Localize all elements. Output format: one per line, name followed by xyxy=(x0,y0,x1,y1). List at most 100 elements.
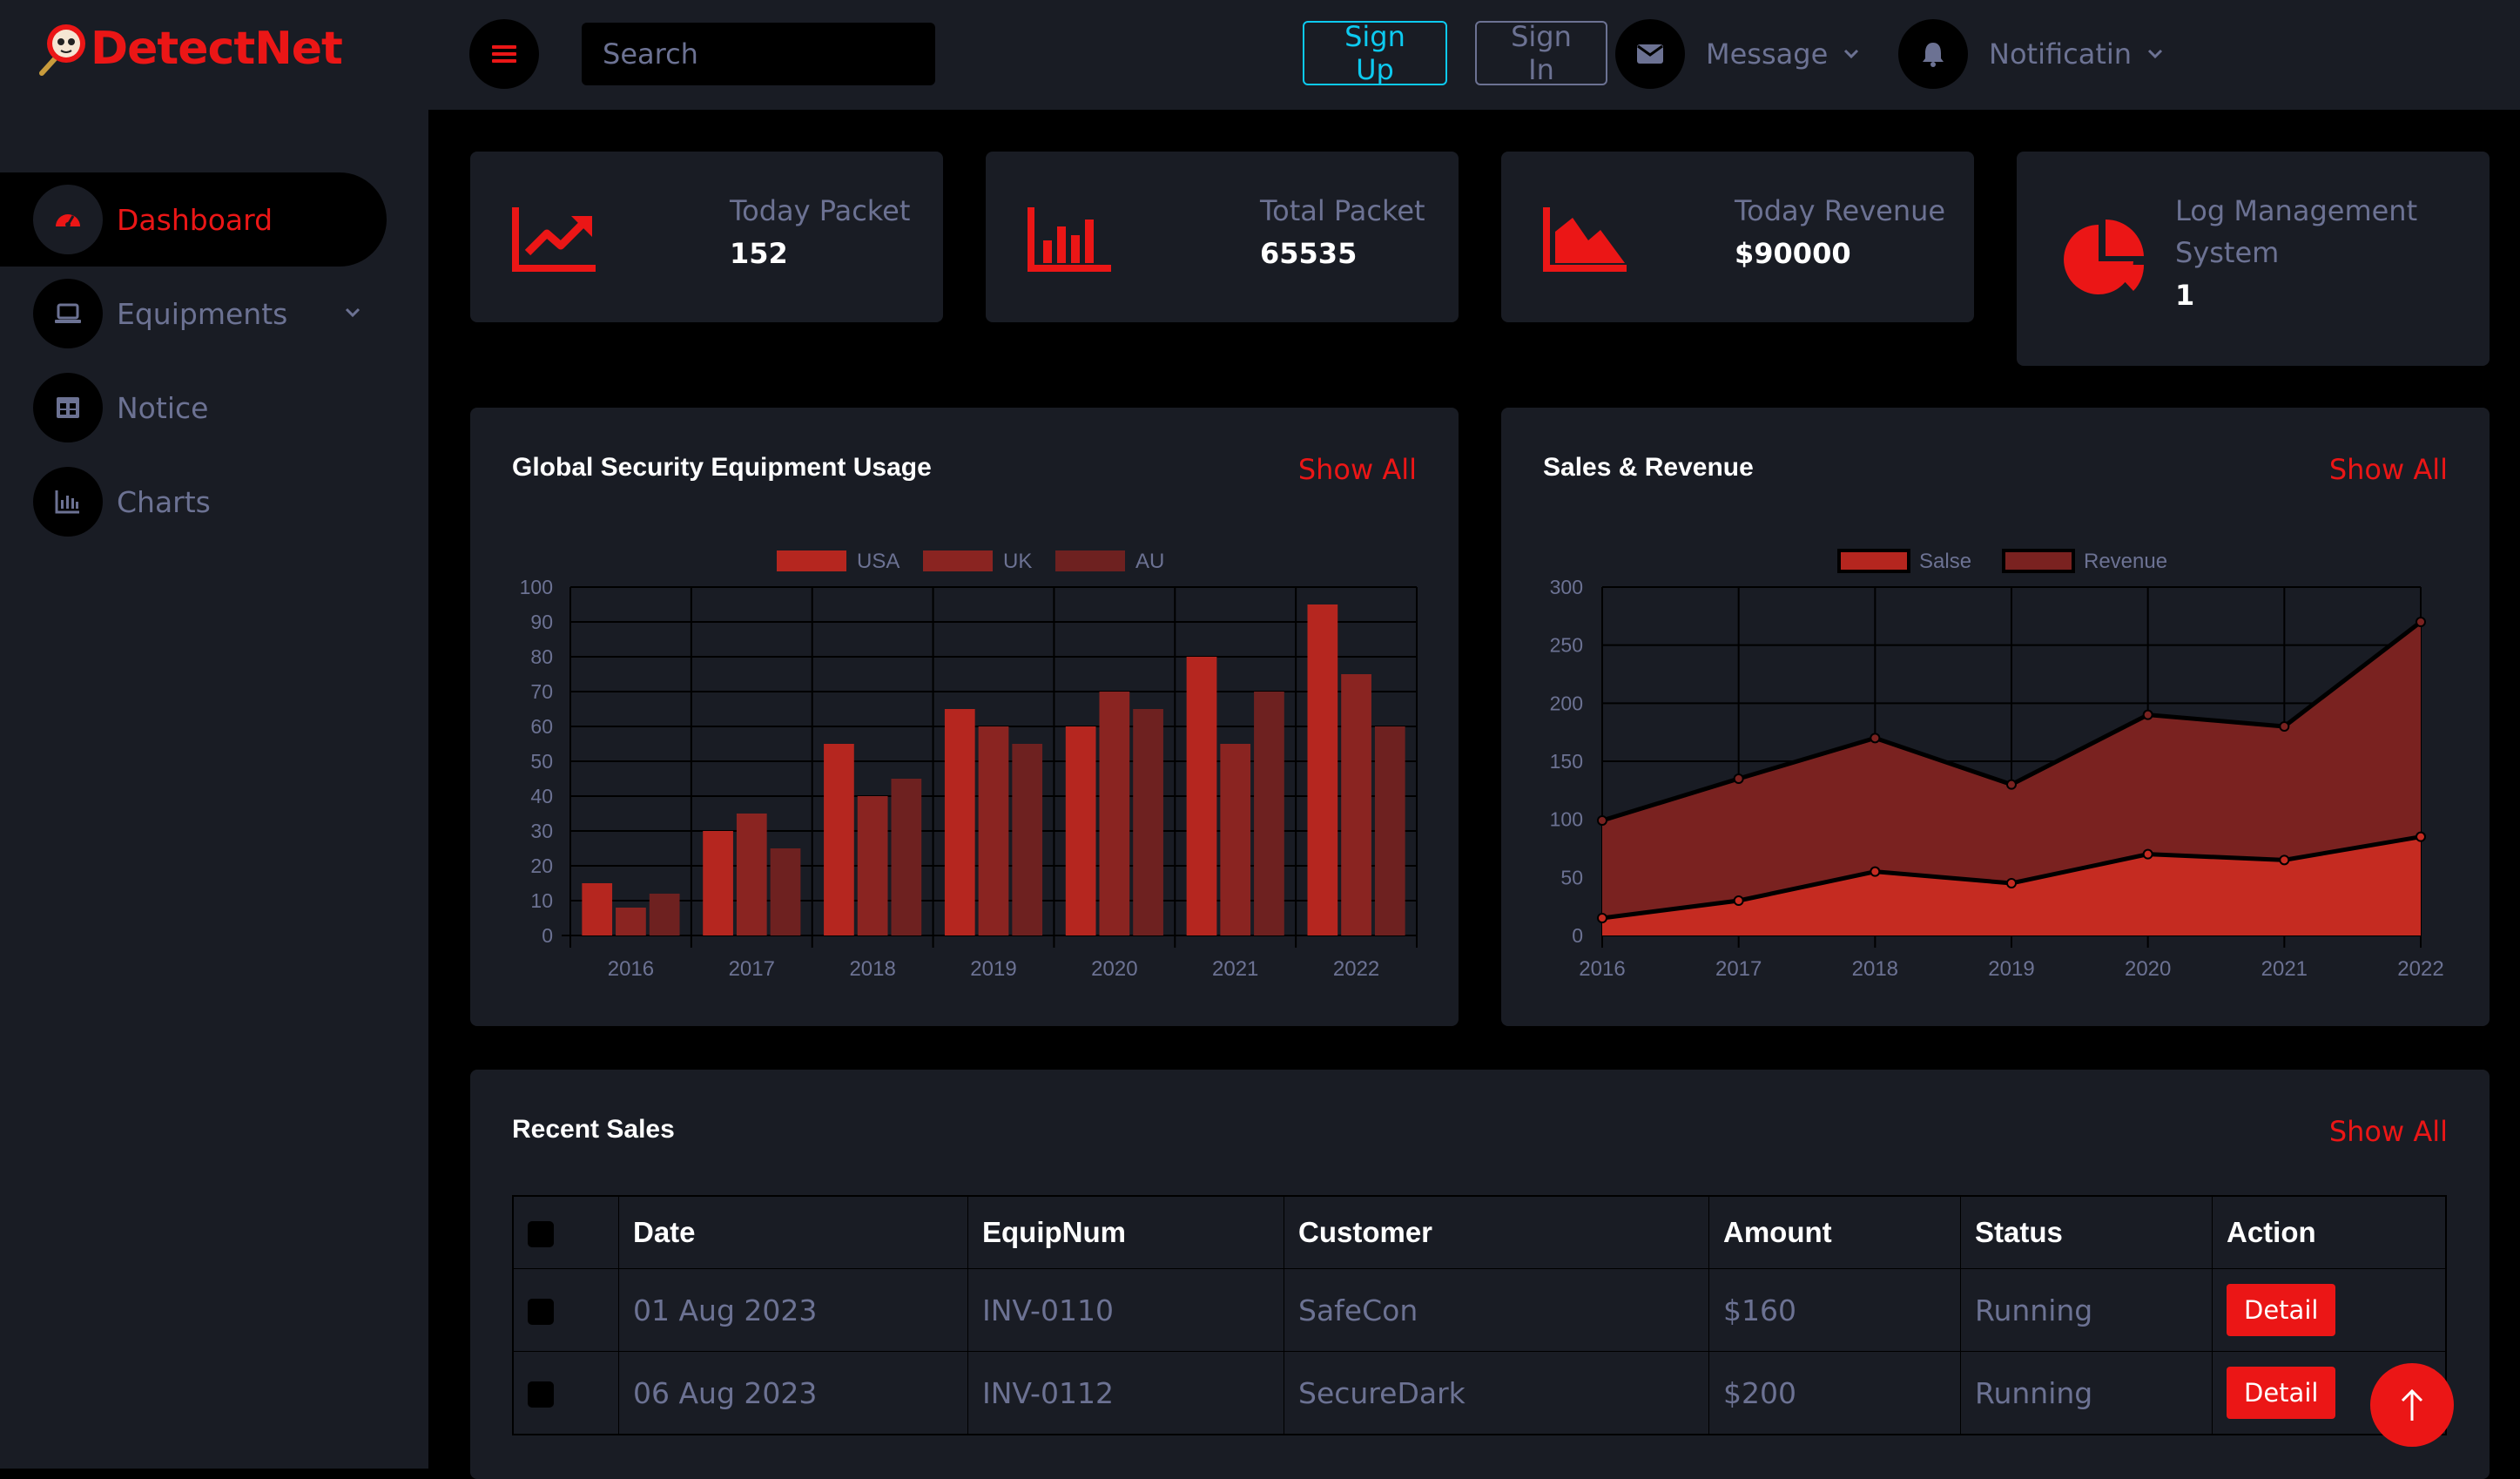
bar-usa xyxy=(703,831,733,935)
legend-label: UK xyxy=(1003,550,1032,573)
select-all-checkbox[interactable] xyxy=(528,1221,554,1248)
bar-uk xyxy=(616,908,646,935)
bar-au xyxy=(1133,709,1163,935)
detail-button[interactable]: Detail xyxy=(2227,1284,2336,1336)
search-input[interactable] xyxy=(582,23,935,85)
bar-usa xyxy=(582,883,613,935)
bar-uk xyxy=(857,796,888,935)
arrow-up-icon xyxy=(2401,1388,2423,1421)
y-tick-label: 40 xyxy=(530,785,553,807)
stat-label: Log Management System xyxy=(2175,194,2418,269)
table-header-row: Date EquipNum Customer Amount Status Act… xyxy=(512,1195,2447,1269)
y-tick-label: 70 xyxy=(530,680,553,703)
brand[interactable]: DetectNet xyxy=(33,21,343,77)
bar-uk xyxy=(1341,674,1371,935)
hamburger-icon xyxy=(492,45,516,63)
menu-toggle-button[interactable] xyxy=(469,19,539,89)
chart-pie-icon xyxy=(2064,219,2145,294)
message-dropdown[interactable]: Message xyxy=(1615,19,1861,89)
point-revenue xyxy=(2006,779,2017,790)
amount-cell: $200 xyxy=(1708,1351,1961,1435)
y-tick-label: 250 xyxy=(1550,634,1583,657)
chevron-down-icon[interactable] xyxy=(343,303,362,322)
x-tick-label: 2017 xyxy=(1715,957,1762,981)
legend-swatch xyxy=(777,550,846,571)
point-revenue xyxy=(1733,773,1744,784)
bar-chart: USA UK AU 0 10 20 30 40 50 60 70 80 90 100 2016 2017 201… xyxy=(520,550,1418,981)
laptop-icon xyxy=(33,279,103,348)
chart-line-icon xyxy=(512,207,596,272)
sign-up-button[interactable]: Sign Up xyxy=(1303,20,1447,86)
bar-au xyxy=(1254,692,1284,935)
sidebar-item-charts[interactable]: Charts xyxy=(0,455,387,549)
show-all-link[interactable]: Show All xyxy=(2328,453,2448,486)
x-tick-label: 2016 xyxy=(608,957,654,981)
point-salse xyxy=(2006,878,2017,888)
y-tick-label: 200 xyxy=(1550,692,1583,714)
sales-revenue-card: Sales & Revenue Show All Salse Revenue 0 50… xyxy=(1501,408,2490,1026)
table-row: 01 Aug 2023 INV-0110 SafeCon $160 Runnin… xyxy=(512,1268,2447,1352)
table-icon xyxy=(33,373,103,442)
point-revenue xyxy=(2142,709,2153,720)
show-all-link[interactable]: Show All xyxy=(1297,453,1417,486)
bell-icon xyxy=(1898,19,1968,89)
notification-dropdown[interactable]: Notificatin xyxy=(1898,19,2165,89)
stat-label: Today Revenue xyxy=(1735,194,1946,227)
sidebar-item-dashboard[interactable]: Dashboard xyxy=(0,172,387,267)
column-header: Amount xyxy=(1708,1195,1961,1269)
brand-name: DetectNet xyxy=(91,23,343,75)
x-tick-label: 2022 xyxy=(1333,957,1379,981)
y-tick-label: 80 xyxy=(530,645,553,668)
chart-bar-icon xyxy=(33,467,103,537)
bar-usa xyxy=(1065,726,1096,935)
show-all-link[interactable]: Show All xyxy=(2328,1115,2448,1148)
x-tick-label: 2019 xyxy=(1988,957,2034,981)
row-checkbox[interactable] xyxy=(528,1381,554,1408)
detail-button[interactable]: Detail xyxy=(2227,1367,2336,1419)
equipment-usage-card: Global Security Equipment Usage Show All… xyxy=(470,408,1459,1026)
sidebar-item-equipments[interactable]: Equipments xyxy=(0,267,387,361)
point-revenue xyxy=(1597,815,1607,826)
x-tick-label: 2020 xyxy=(2125,957,2171,981)
point-salse xyxy=(2142,848,2153,860)
amount-cell: $160 xyxy=(1708,1268,1961,1352)
column-header: EquipNum xyxy=(967,1195,1284,1269)
table-row: 06 Aug 2023 INV-0112 SecureDark $200 Run… xyxy=(512,1351,2447,1435)
recent-sales-title: Recent Sales xyxy=(512,1115,675,1144)
bar-usa xyxy=(824,744,854,935)
y-tick-label: 50 xyxy=(530,750,553,773)
x-tick-label: 2020 xyxy=(1091,957,1137,981)
legend-swatch xyxy=(1837,549,1910,573)
back-to-top-button[interactable] xyxy=(2370,1363,2454,1447)
stat-card-log-management: Log Management System 1 xyxy=(2017,152,2490,366)
sidebar-item-notice[interactable]: Notice xyxy=(0,361,387,455)
customer-cell: SecureDark xyxy=(1284,1351,1709,1435)
y-tick-label: 50 xyxy=(1560,866,1583,888)
bar-uk xyxy=(736,814,767,935)
stat-card-total-packet: Total Packet 65535 xyxy=(986,152,1459,322)
status-cell: Running xyxy=(1960,1268,2213,1352)
point-revenue xyxy=(2279,721,2290,732)
bar-usa xyxy=(1186,657,1217,935)
stat-value: 65535 xyxy=(1260,237,1358,270)
y-tick-label: 20 xyxy=(530,854,553,877)
bar-uk xyxy=(1220,744,1251,935)
gauge-icon xyxy=(33,185,103,254)
x-tick-label: 2022 xyxy=(2397,957,2443,981)
y-tick-label: 150 xyxy=(1550,750,1583,773)
chevron-down-icon xyxy=(2147,49,2163,59)
legend-swatch xyxy=(1055,550,1125,571)
sidebar: DetectNet Dashboard Equipments Notice xyxy=(0,0,428,1469)
bar-usa xyxy=(944,709,975,935)
bar-au xyxy=(770,848,801,935)
stat-value: 152 xyxy=(730,237,788,270)
envelope-icon xyxy=(1615,19,1685,89)
equip-cell: INV-0110 xyxy=(967,1268,1284,1352)
point-salse xyxy=(2279,854,2290,866)
column-header: Status xyxy=(1960,1195,2213,1269)
y-tick-label: 0 xyxy=(1572,924,1583,947)
bar-au xyxy=(649,894,680,935)
sign-in-button[interactable]: Sign In xyxy=(1475,20,1607,86)
row-checkbox[interactable] xyxy=(528,1299,554,1325)
chevron-down-icon xyxy=(1844,49,1859,59)
